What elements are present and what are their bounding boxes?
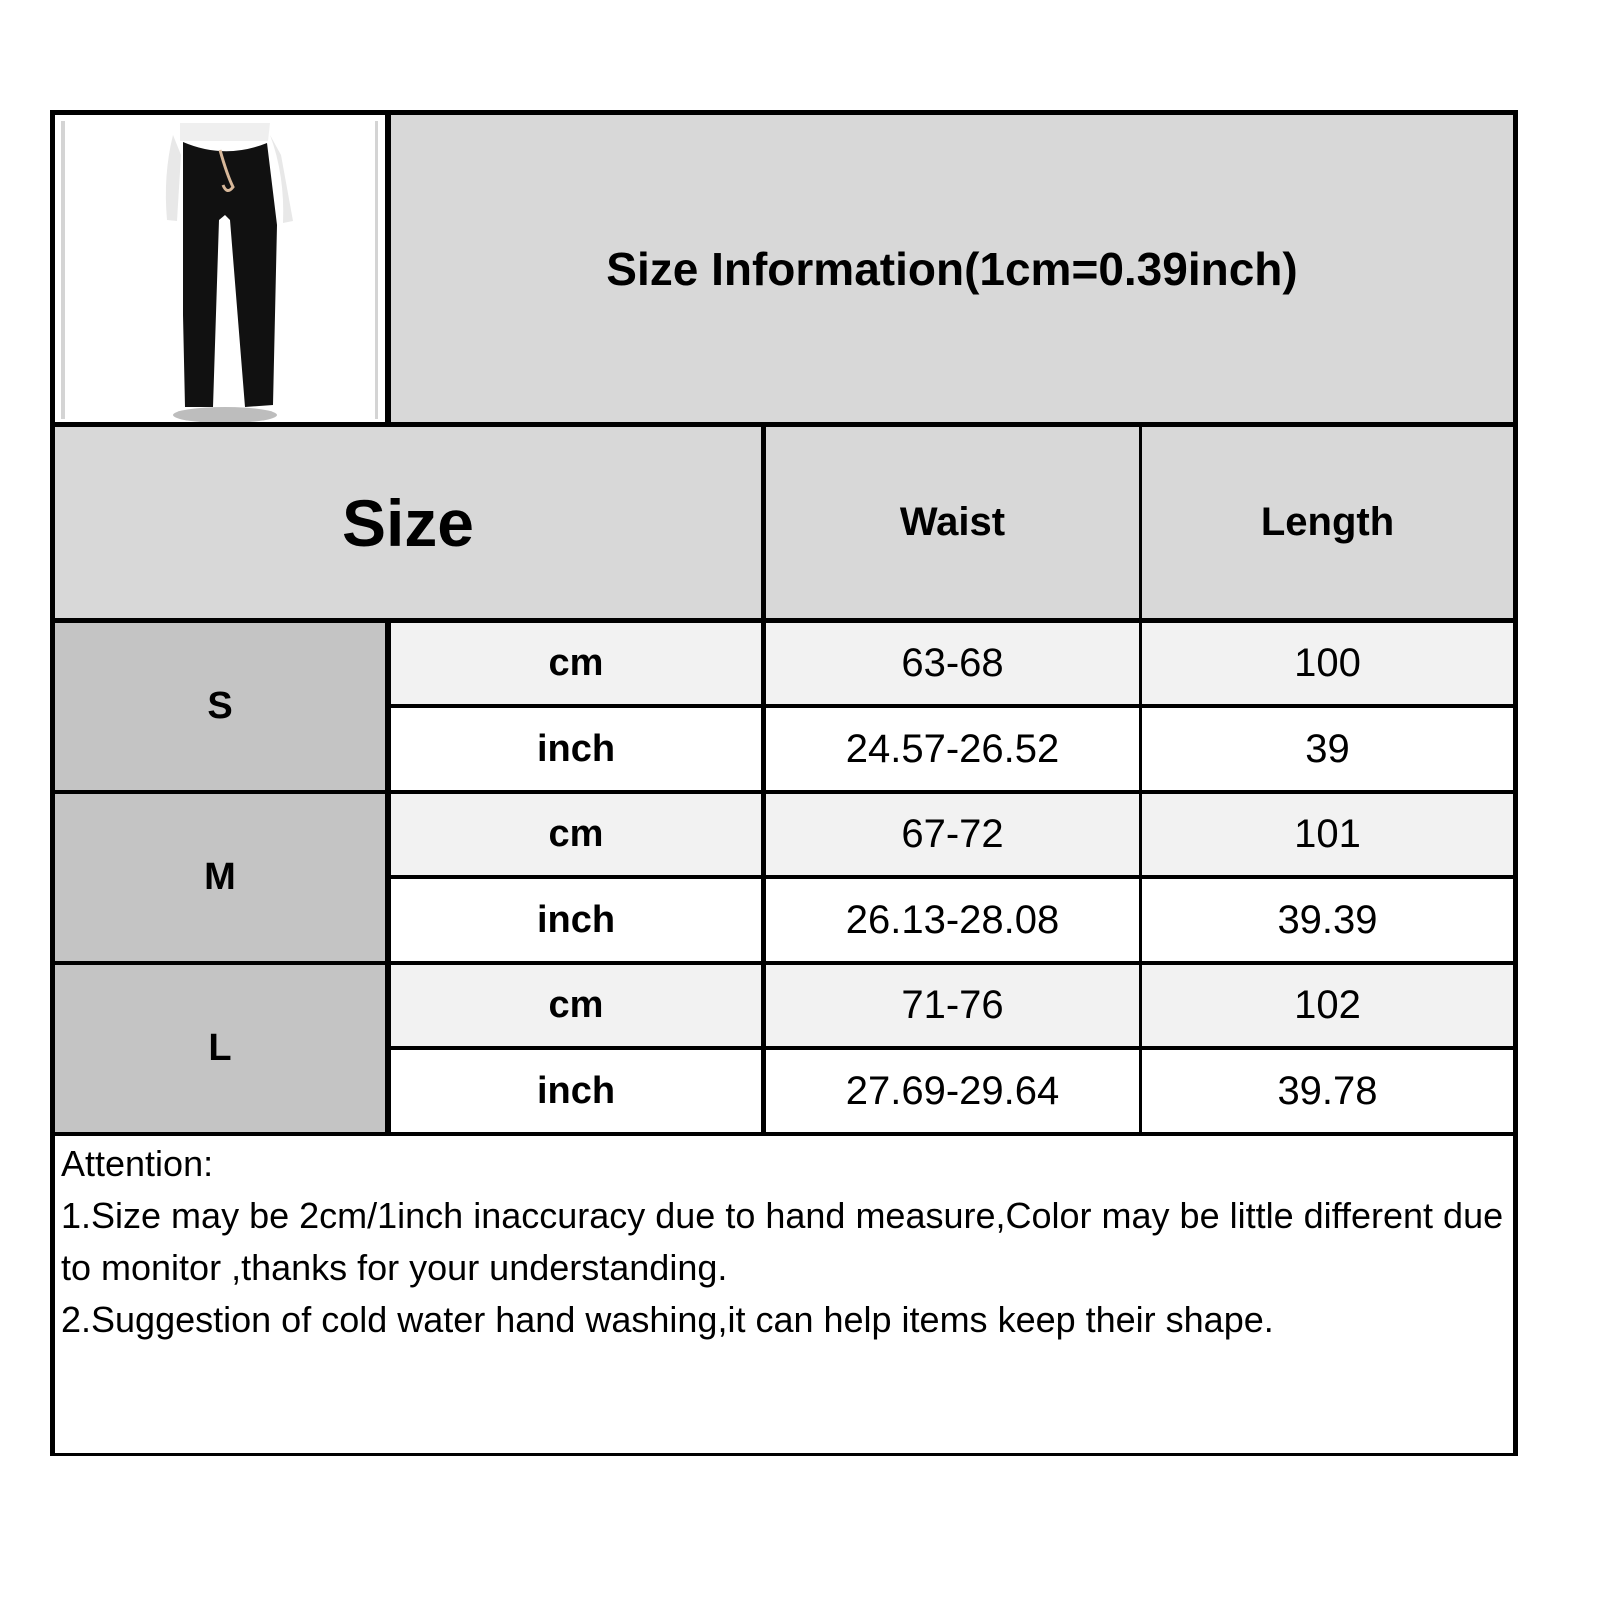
unit-cell: cm: [391, 965, 761, 1046]
unit-cell: inch: [391, 879, 761, 961]
product-image: [55, 115, 385, 422]
length-cell: 100: [1142, 623, 1513, 704]
length-cell: 102: [1142, 965, 1513, 1046]
unit-cell: cm: [391, 794, 761, 875]
attention-note-2: 2.Suggestion of cold water hand washing,…: [61, 1299, 1274, 1340]
waist-cell: 27.69-29.64: [766, 1050, 1139, 1132]
waist-cell: 24.57-26.52: [766, 708, 1139, 790]
attention-heading: Attention:: [61, 1143, 214, 1184]
header-size: Size: [55, 427, 761, 618]
waist-cell: 67-72: [766, 794, 1139, 875]
waist-cell: 71-76: [766, 965, 1139, 1046]
header-length: Length: [1142, 427, 1513, 618]
attention-notes: Attention: 1.Size may be 2cm/1inch inacc…: [55, 1136, 1513, 1453]
size-s: S: [55, 623, 385, 790]
unit-cell: inch: [391, 1050, 761, 1132]
length-cell: 39.39: [1142, 879, 1513, 961]
size-l: L: [55, 965, 385, 1132]
length-cell: 39.78: [1142, 1050, 1513, 1132]
waist-cell: 63-68: [766, 623, 1139, 704]
size-chart-table: Size Information(1cm=0.39inch) Size Wais…: [50, 110, 1518, 1456]
unit-cell: cm: [391, 623, 761, 704]
length-cell: 101: [1142, 794, 1513, 875]
chart-title: Size Information(1cm=0.39inch): [391, 115, 1513, 422]
attention-note-1: 1.Size may be 2cm/1inch inaccuracy due t…: [61, 1195, 1504, 1288]
pants-image-icon: [61, 121, 378, 422]
size-m: M: [55, 794, 385, 961]
length-cell: 39: [1142, 708, 1513, 790]
header-waist: Waist: [766, 427, 1139, 618]
waist-cell: 26.13-28.08: [766, 879, 1139, 961]
unit-cell: inch: [391, 708, 761, 790]
